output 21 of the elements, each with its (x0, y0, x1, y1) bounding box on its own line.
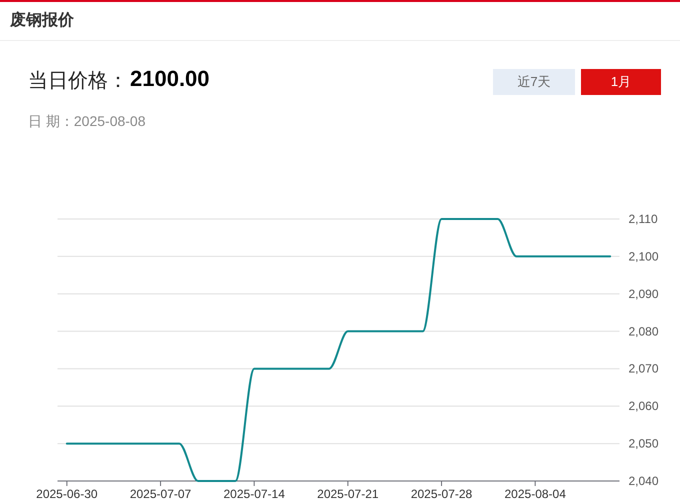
text: 2100.00 (130, 66, 210, 92)
text: 1月 (581, 69, 661, 95)
y-tick-label: 2,050 (628, 436, 659, 451)
y-tick-label: 2,110 (628, 212, 658, 226)
y-tick-label: 2,090 (628, 286, 659, 301)
text: 当日价格： (28, 69, 128, 94)
x-tick-label: 2025-07-21 (317, 487, 379, 501)
y-tick-label: 2,060 (628, 399, 659, 414)
text: 近7天 (493, 69, 575, 95)
y-tick-label: 2,080 (628, 324, 659, 338)
line-series (66, 218, 612, 482)
x-tick-label: 2025-07-28 (410, 487, 473, 501)
y-tick-label: 2,070 (628, 362, 659, 376)
y-tick-label: 2,040 (628, 474, 659, 488)
x-tick-label: 2025-07-14 (224, 487, 286, 501)
text: 日 期：2025-08-08 (28, 113, 146, 131)
x-tick-label: 2025-07-07 (130, 487, 192, 501)
x-tick-label: 2025-08-04 (504, 487, 566, 501)
x-tick-label: 2025-06-30 (36, 487, 98, 501)
chart-title: 废钢报价 (10, 10, 74, 31)
y-tick-label: 2,100 (628, 249, 659, 264)
